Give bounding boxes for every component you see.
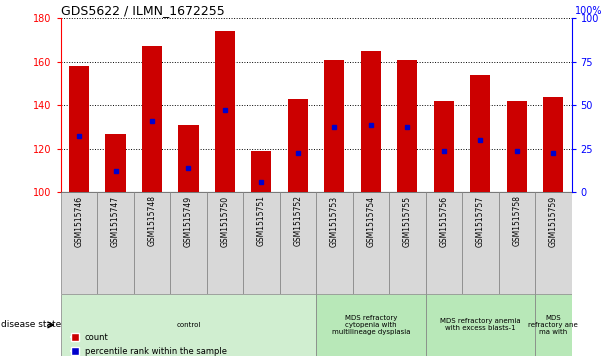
Bar bbox=[251, 151, 271, 192]
Text: GSM1515758: GSM1515758 bbox=[513, 195, 521, 246]
Bar bbox=[142, 46, 162, 192]
Text: GSM1515757: GSM1515757 bbox=[476, 195, 485, 246]
Text: GSM1515756: GSM1515756 bbox=[440, 195, 448, 246]
Bar bbox=[280, 192, 316, 294]
Bar bbox=[178, 125, 198, 192]
Bar bbox=[69, 66, 89, 192]
Text: MDS refractory anemia
with excess blasts-1: MDS refractory anemia with excess blasts… bbox=[440, 318, 520, 331]
Text: GSM1515748: GSM1515748 bbox=[148, 195, 156, 246]
Text: GSM1515759: GSM1515759 bbox=[549, 195, 558, 246]
Bar bbox=[397, 60, 417, 192]
Legend: count, percentile rank within the sample: count, percentile rank within the sample bbox=[68, 330, 230, 359]
Text: GSM1515752: GSM1515752 bbox=[294, 195, 302, 246]
Bar bbox=[97, 192, 134, 294]
Bar bbox=[506, 101, 527, 192]
Text: GDS5622 / ILMN_1672255: GDS5622 / ILMN_1672255 bbox=[61, 4, 224, 17]
Text: disease state: disease state bbox=[1, 321, 61, 329]
Bar bbox=[215, 31, 235, 192]
Text: 100%: 100% bbox=[575, 6, 602, 16]
Bar bbox=[535, 192, 572, 294]
Bar bbox=[207, 192, 243, 294]
Text: MDS
refractory ane
ma with: MDS refractory ane ma with bbox=[528, 315, 578, 335]
Bar bbox=[470, 75, 490, 192]
Text: GSM1515746: GSM1515746 bbox=[75, 195, 83, 246]
Bar bbox=[353, 192, 389, 294]
Bar bbox=[316, 294, 426, 356]
Text: MDS refractory
cytopenia with
multilineage dysplasia: MDS refractory cytopenia with multilinea… bbox=[331, 315, 410, 335]
Text: control: control bbox=[176, 322, 201, 328]
Bar bbox=[499, 192, 535, 294]
Bar bbox=[543, 97, 563, 192]
Bar bbox=[316, 192, 353, 294]
Text: GSM1515755: GSM1515755 bbox=[403, 195, 412, 246]
Text: GSM1515753: GSM1515753 bbox=[330, 195, 339, 246]
Text: GSM1515754: GSM1515754 bbox=[367, 195, 375, 246]
Bar bbox=[170, 192, 207, 294]
Text: GSM1515751: GSM1515751 bbox=[257, 195, 266, 246]
Text: GSM1515749: GSM1515749 bbox=[184, 195, 193, 246]
Bar bbox=[434, 101, 454, 192]
Bar bbox=[324, 60, 344, 192]
Bar bbox=[243, 192, 280, 294]
Bar bbox=[426, 192, 462, 294]
Bar bbox=[361, 51, 381, 192]
Bar bbox=[426, 294, 535, 356]
Text: GSM1515750: GSM1515750 bbox=[221, 195, 229, 246]
Bar bbox=[288, 99, 308, 192]
Bar bbox=[105, 134, 125, 192]
Bar bbox=[462, 192, 499, 294]
Bar bbox=[134, 192, 170, 294]
Bar bbox=[61, 294, 316, 356]
Bar bbox=[535, 294, 572, 356]
Bar bbox=[389, 192, 426, 294]
Text: GSM1515747: GSM1515747 bbox=[111, 195, 120, 246]
Bar bbox=[61, 192, 97, 294]
